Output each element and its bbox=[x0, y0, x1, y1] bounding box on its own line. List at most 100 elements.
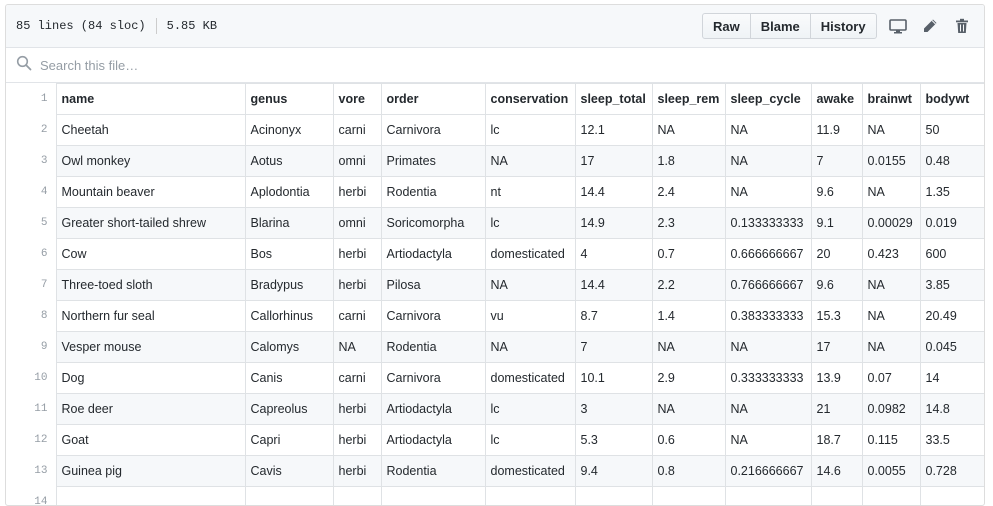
table-cell-sleep_cycle: 0.133333333 bbox=[725, 208, 811, 239]
pencil-icon[interactable] bbox=[920, 16, 940, 36]
table-cell-order: Rodentia bbox=[381, 332, 485, 363]
line-number[interactable]: 4 bbox=[6, 177, 56, 208]
table-cell-sleep_cycle: NA bbox=[725, 394, 811, 425]
table-cell-conservation: NA bbox=[485, 332, 575, 363]
line-number[interactable]: 8 bbox=[6, 301, 56, 332]
table-cell-sleep_rem: 2.3 bbox=[652, 208, 725, 239]
table-cell-sleep_total: 8.7 bbox=[575, 301, 652, 332]
column-header: vore bbox=[333, 84, 381, 115]
table-cell-vore: herbi bbox=[333, 456, 381, 487]
line-number[interactable]: 12 bbox=[6, 425, 56, 456]
trash-icon[interactable] bbox=[952, 16, 972, 36]
table-cell-name: Dog bbox=[56, 363, 245, 394]
table-cell-sleep_cycle: NA bbox=[725, 115, 811, 146]
table-cell-sleep_rem: NA bbox=[652, 394, 725, 425]
table-cell-brainwt: NA bbox=[862, 332, 920, 363]
table-cell-conservation: nt bbox=[485, 177, 575, 208]
line-number[interactable]: 5 bbox=[6, 208, 56, 239]
table-cell-order: Pilosa bbox=[381, 270, 485, 301]
line-number[interactable]: 11 bbox=[6, 394, 56, 425]
table-cell-sleep_total: 4 bbox=[575, 239, 652, 270]
table-cell-bodywt: 14 bbox=[920, 363, 985, 394]
table-cell-sleep_rem: 0.7 bbox=[652, 239, 725, 270]
line-number[interactable]: 9 bbox=[6, 332, 56, 363]
table-cell-brainwt: 0.423 bbox=[862, 239, 920, 270]
table-cell-bodywt: 1.35 bbox=[920, 177, 985, 208]
history-button[interactable]: History bbox=[810, 13, 877, 39]
table-row: 14 bbox=[6, 487, 985, 506]
table-cell-order: Artiodactyla bbox=[381, 425, 485, 456]
file-actions-button-group: Raw Blame History bbox=[702, 13, 877, 39]
search-icon bbox=[16, 55, 32, 76]
column-header: awake bbox=[811, 84, 862, 115]
table-cell-vore: omni bbox=[333, 146, 381, 177]
file-size: 5.85 KB bbox=[167, 19, 217, 33]
table-cell-order: Carnivora bbox=[381, 115, 485, 146]
table-cell-brainwt: 0.0155 bbox=[862, 146, 920, 177]
column-header: genus bbox=[245, 84, 333, 115]
table-cell-conservation: domesticated bbox=[485, 456, 575, 487]
line-number[interactable]: 6 bbox=[6, 239, 56, 270]
line-number[interactable]: 7 bbox=[6, 270, 56, 301]
table-cell-awake: 9.1 bbox=[811, 208, 862, 239]
table-cell-genus: Callorhinus bbox=[245, 301, 333, 332]
table-cell-brainwt: 0.0055 bbox=[862, 456, 920, 487]
line-number[interactable]: 14 bbox=[6, 487, 56, 506]
table-cell-name: Goat bbox=[56, 425, 245, 456]
column-header: sleep_cycle bbox=[725, 84, 811, 115]
file-info-divider bbox=[156, 18, 157, 34]
table-cell-conservation: lc bbox=[485, 425, 575, 456]
table-cell-awake: 15.3 bbox=[811, 301, 862, 332]
table-cell-sleep_cycle: 0.333333333 bbox=[725, 363, 811, 394]
column-header: name bbox=[56, 84, 245, 115]
table-cell-brainwt: 0.0982 bbox=[862, 394, 920, 425]
desktop-icon[interactable] bbox=[888, 16, 908, 36]
line-number[interactable]: 13 bbox=[6, 456, 56, 487]
line-number[interactable]: 3 bbox=[6, 146, 56, 177]
table-cell-bodywt: 0.045 bbox=[920, 332, 985, 363]
table-cell-bodywt: 33.5 bbox=[920, 425, 985, 456]
table-cell-sleep_rem: 2.4 bbox=[652, 177, 725, 208]
table-cell-sleep_total: 14.9 bbox=[575, 208, 652, 239]
line-number[interactable]: 1 bbox=[6, 84, 56, 115]
table-cell-name: Northern fur seal bbox=[56, 301, 245, 332]
table-cell-genus: Bradypus bbox=[245, 270, 333, 301]
line-number[interactable]: 10 bbox=[6, 363, 56, 394]
table-cell-bodywt: 50 bbox=[920, 115, 985, 146]
table-cell-order: Rodentia bbox=[381, 456, 485, 487]
table-cell-order: Artiodactyla bbox=[381, 394, 485, 425]
line-number[interactable]: 2 bbox=[6, 115, 56, 146]
table-cell-name: Mountain beaver bbox=[56, 177, 245, 208]
table-cell-sleep_rem: 2.2 bbox=[652, 270, 725, 301]
table-cell-name: Roe deer bbox=[56, 394, 245, 425]
blame-button[interactable]: Blame bbox=[750, 13, 811, 39]
table-cell-genus: Acinonyx bbox=[245, 115, 333, 146]
raw-button[interactable]: Raw bbox=[702, 13, 751, 39]
table-cell-sleep_rem: 2.9 bbox=[652, 363, 725, 394]
table-cell-order: Artiodactyla bbox=[381, 239, 485, 270]
table-cell-sleep_total: 14.4 bbox=[575, 270, 652, 301]
table-cell-name: Three-toed sloth bbox=[56, 270, 245, 301]
table-cell-sleep_cycle bbox=[725, 487, 811, 506]
table-cell-sleep_total: 12.1 bbox=[575, 115, 652, 146]
search-input[interactable] bbox=[38, 57, 642, 74]
table-cell-sleep_cycle: 0.216666667 bbox=[725, 456, 811, 487]
file-header: 85 lines (84 sloc) 5.85 KB Raw Blame His… bbox=[6, 5, 984, 48]
table-cell-awake: 13.9 bbox=[811, 363, 862, 394]
table-cell-awake: 17 bbox=[811, 332, 862, 363]
table-cell-sleep_cycle: NA bbox=[725, 425, 811, 456]
column-header: order bbox=[381, 84, 485, 115]
table-cell-vore: carni bbox=[333, 301, 381, 332]
table-cell-name: Vesper mouse bbox=[56, 332, 245, 363]
table-cell-bodywt: 0.728 bbox=[920, 456, 985, 487]
table-cell-awake: 9.6 bbox=[811, 270, 862, 301]
table-cell-sleep_total: 17 bbox=[575, 146, 652, 177]
table-cell-sleep_rem: 0.6 bbox=[652, 425, 725, 456]
